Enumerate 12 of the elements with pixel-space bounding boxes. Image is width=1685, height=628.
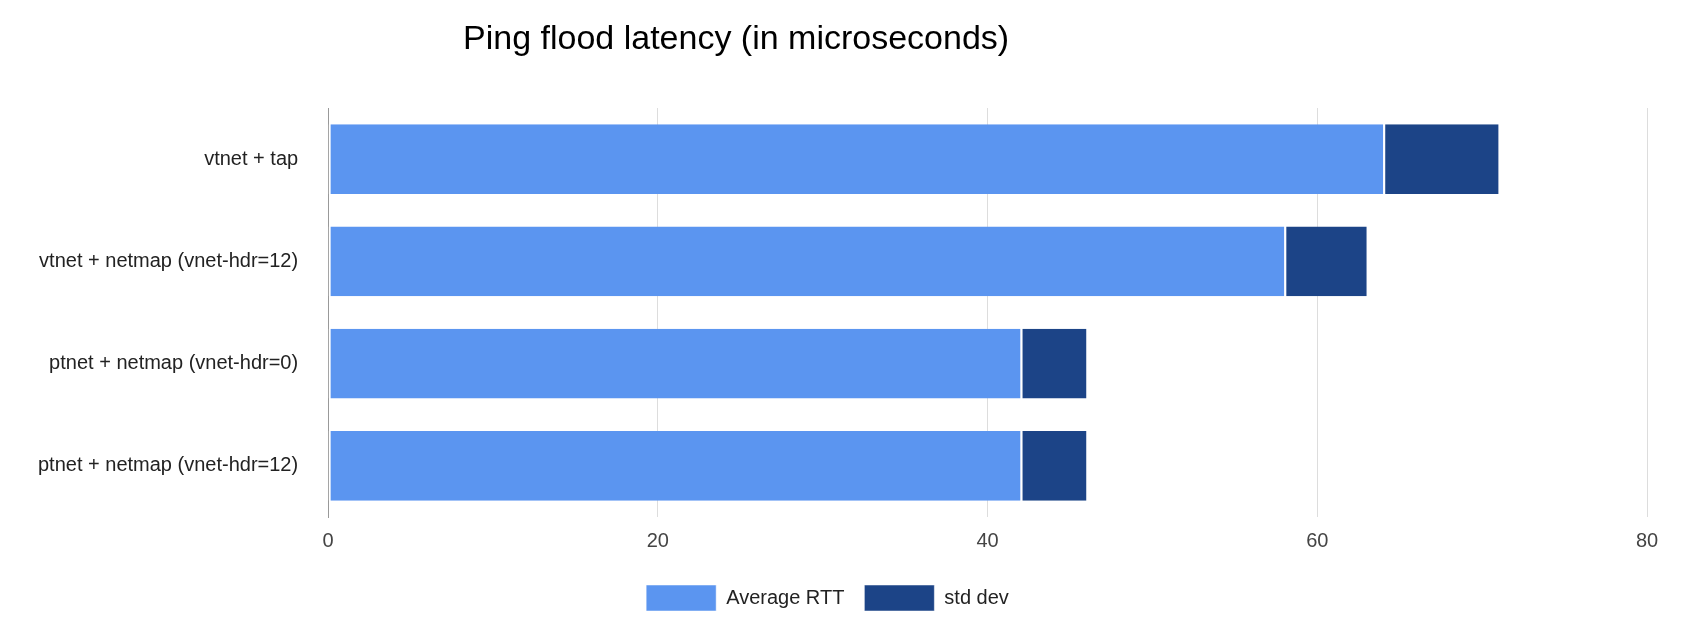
y-tick-label: ptnet + netmap (vnet-hdr=12) <box>38 453 299 476</box>
x-tick-label: 0 <box>322 528 334 551</box>
chart-title: Ping flood latency (in microseconds) <box>463 17 1011 58</box>
legend-label: Average RTT <box>726 585 845 608</box>
y-tick-label: ptnet + netmap (vnet-hdr=0) <box>49 351 299 374</box>
x-tick-label: 60 <box>1306 528 1329 551</box>
x-tick-label: 80 <box>1635 528 1659 551</box>
x-tick-label: 20 <box>646 528 669 551</box>
y-tick-label: vtnet + tap <box>204 146 299 169</box>
legend-label: std dev <box>944 585 1009 608</box>
y-tick-label: vtnet + netmap (vnet-hdr=12) <box>39 248 299 271</box>
x-tick-label: 40 <box>976 528 999 551</box>
